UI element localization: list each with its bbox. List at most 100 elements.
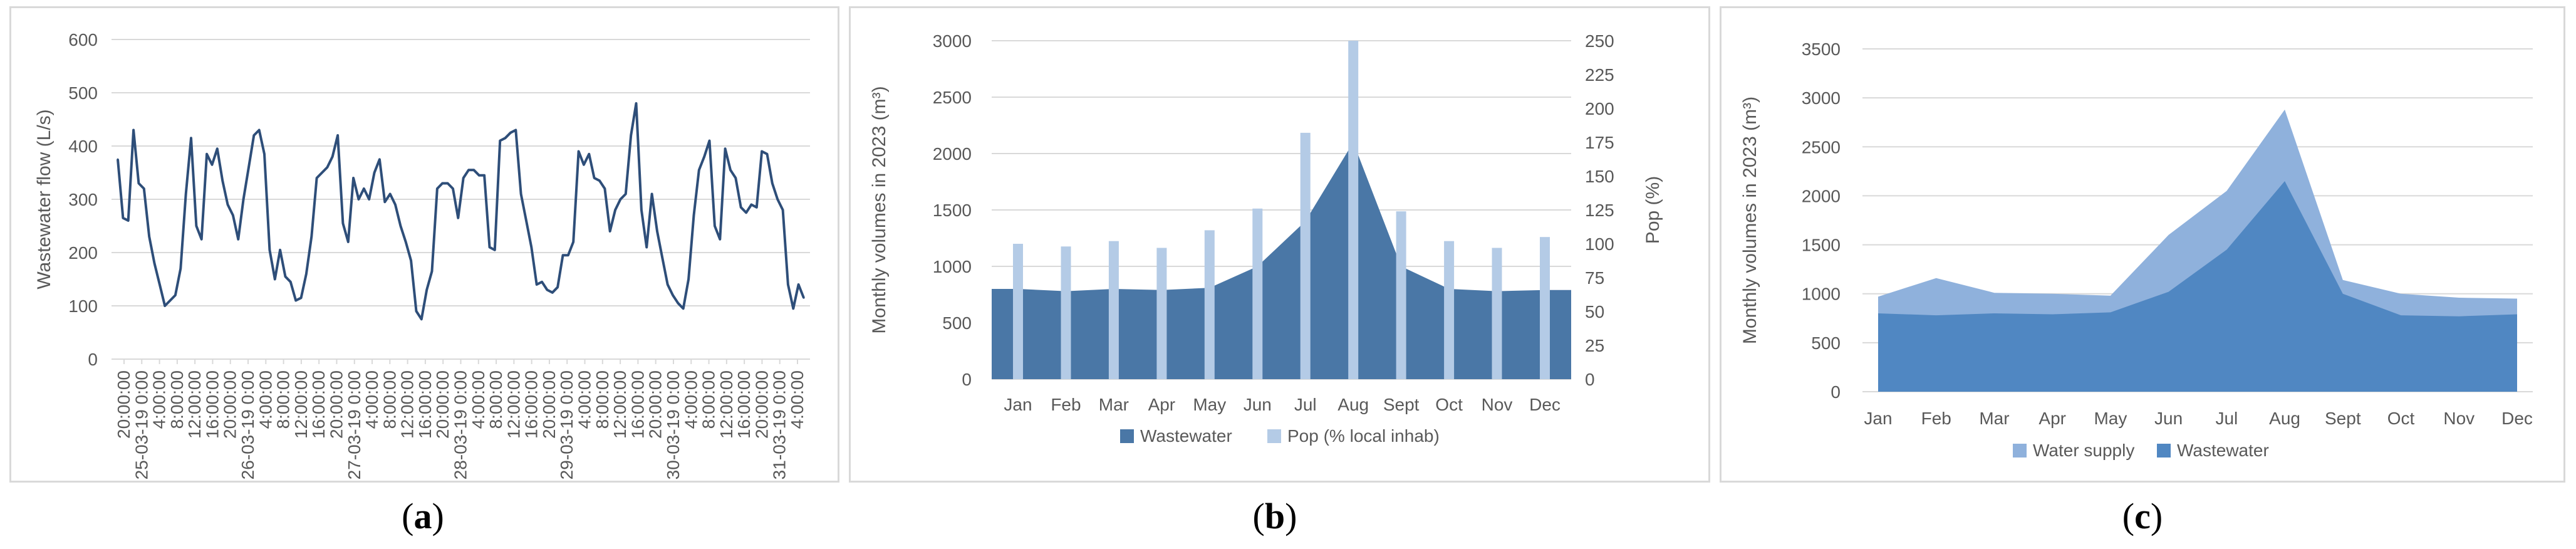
data-point-a-24 [242,198,245,201]
legend-label-wastewater-c: Wastewater [2177,441,2269,460]
legend-label-pop: Pop (% local inhab) [1287,426,1440,446]
x-tick-label-a-6: 20:00:00 [221,370,240,439]
legend-label-water-supply: Water supply [2033,441,2134,460]
data-point-a-54 [399,225,402,227]
bar-pop-dec [1540,237,1550,379]
x-tick-label-a-8: 4:00:00 [256,370,275,429]
bar-pop-apr [1156,248,1167,379]
data-point-a-127 [782,209,784,211]
x-tick-label-a-13: 27-03-19 0:00 [345,370,364,479]
x-tick-label-a-21: 8:00:00 [486,370,506,429]
x-tick-label-a-20: 4:00:00 [469,370,488,429]
data-point-a-58 [420,318,423,320]
x-tick-label-b-4: May [1193,395,1226,414]
data-point-a-81 [541,281,543,283]
data-point-a-23 [237,238,239,241]
y-tick-label-c-4: 2000 [1802,186,1841,206]
data-point-a-25 [247,166,250,169]
x-tick-label-c-9: Oct [2387,409,2415,428]
data-point-a-111 [698,169,700,171]
x-tick-label-a-33: 8:00:00 [699,370,719,429]
x-tick-label-c-7: Aug [2269,409,2300,428]
data-point-a-115 [719,238,721,241]
data-point-a-89 [583,164,585,166]
data-point-a-126 [776,198,779,201]
data-point-a-57 [415,310,417,312]
data-point-a-46 [358,198,360,201]
data-point-a-55 [405,241,407,243]
data-point-a-44 [347,241,350,243]
y-tick-label-b-4: 2000 [933,144,972,164]
x-tick-label-a-22: 12:00:00 [504,370,523,439]
series-line-wastewater-flow [117,102,805,321]
y-tick-label-b-5: 2500 [933,88,972,107]
y-tick-label-c-7: 3500 [1802,39,1841,59]
data-point-a-131 [802,296,805,299]
data-point-a-30 [274,278,276,280]
data-point-a-35 [300,296,303,299]
x-tick-label-b-7: Aug [1337,395,1369,414]
data-point-a-98 [630,134,632,137]
data-point-a-12 [179,268,182,269]
data-point-a-10 [169,300,172,301]
data-point-a-40 [326,166,328,169]
bar-pop-feb [1061,246,1071,379]
x-tick-label-a-37: 31-03-19 0:00 [770,370,789,479]
data-point-a-31 [279,249,281,251]
data-point-a-106 [672,294,674,296]
x-tick-label-a-16: 12:00:00 [398,370,417,439]
data-point-a-87 [572,241,574,243]
chart-b-svg: 0 500 1000 1500 2000 2500 3000 0 25 50 75 100 125 150… [869,31,1663,446]
data-point-a-79 [530,246,532,248]
data-point-a-101 [645,246,648,248]
data-point-a-118 [734,177,737,179]
data-point-a-61 [436,187,439,190]
x-tick-label-c-5: Jun [2154,409,2183,428]
data-point-a-8 [158,283,161,286]
data-point-a-112 [703,155,705,158]
x-tick-label-a-15: 8:00:00 [380,370,399,429]
y2-tick-label-b-8: 200 [1585,99,1614,118]
data-point-a-78 [525,219,527,222]
y2-tick-label-b-0: 0 [1585,370,1595,389]
bar-pop-aug [1348,41,1359,379]
y2-tick-label-b-6: 150 [1585,167,1614,186]
data-point-a-2 [127,219,130,222]
x-tick-label-c-6: Jul [2215,409,2238,428]
caption-a: (a) [402,496,444,536]
data-point-a-72 [494,249,496,251]
x-tick-label-a-2: 4:00:00 [150,370,169,429]
x-tick-label-b-11: Dec [1529,395,1561,414]
data-point-a-109 [687,278,690,280]
x-tick-label-c-8: Sept [2325,409,2361,428]
data-point-a-73 [499,140,501,142]
data-point-a-97 [625,193,627,195]
data-point-a-4 [137,182,140,184]
data-point-a-14 [190,137,192,139]
x-tick-label-a-27: 8:00:00 [593,370,612,429]
x-tick-label-a-14: 4:00:00 [362,370,382,429]
data-point-a-95 [614,209,616,211]
data-point-a-102 [651,193,653,195]
data-point-a-77 [520,193,522,195]
data-point-a-84 [556,286,559,288]
data-point-a-117 [729,169,732,171]
data-point-a-128 [787,283,789,286]
caption-c: (c) [2122,496,2163,536]
x-tick-label-a-1: 25-03-19 0:00 [132,370,151,479]
x-tick-label-a-4: 12:00:00 [185,370,204,439]
data-point-a-38 [316,177,318,179]
caption-b: (b) [1252,496,1297,536]
data-point-a-125 [771,182,774,184]
data-point-a-82 [546,289,548,291]
y-tick-label-a-2: 200 [68,243,98,263]
x-tick-label-a-10: 12:00:00 [291,370,311,439]
data-point-a-68 [472,169,475,171]
y2-tick-label-b-9: 225 [1585,65,1614,85]
y-axis-label-a: Wastewater flow (L/s) [34,109,55,289]
x-tick-label-b-6: Jul [1294,395,1317,414]
x-tick-label-a-34: 12:00:00 [717,370,736,439]
bar-pop-jun [1252,208,1263,379]
data-point-a-34 [294,300,297,301]
bar-pop-mar [1108,241,1119,379]
